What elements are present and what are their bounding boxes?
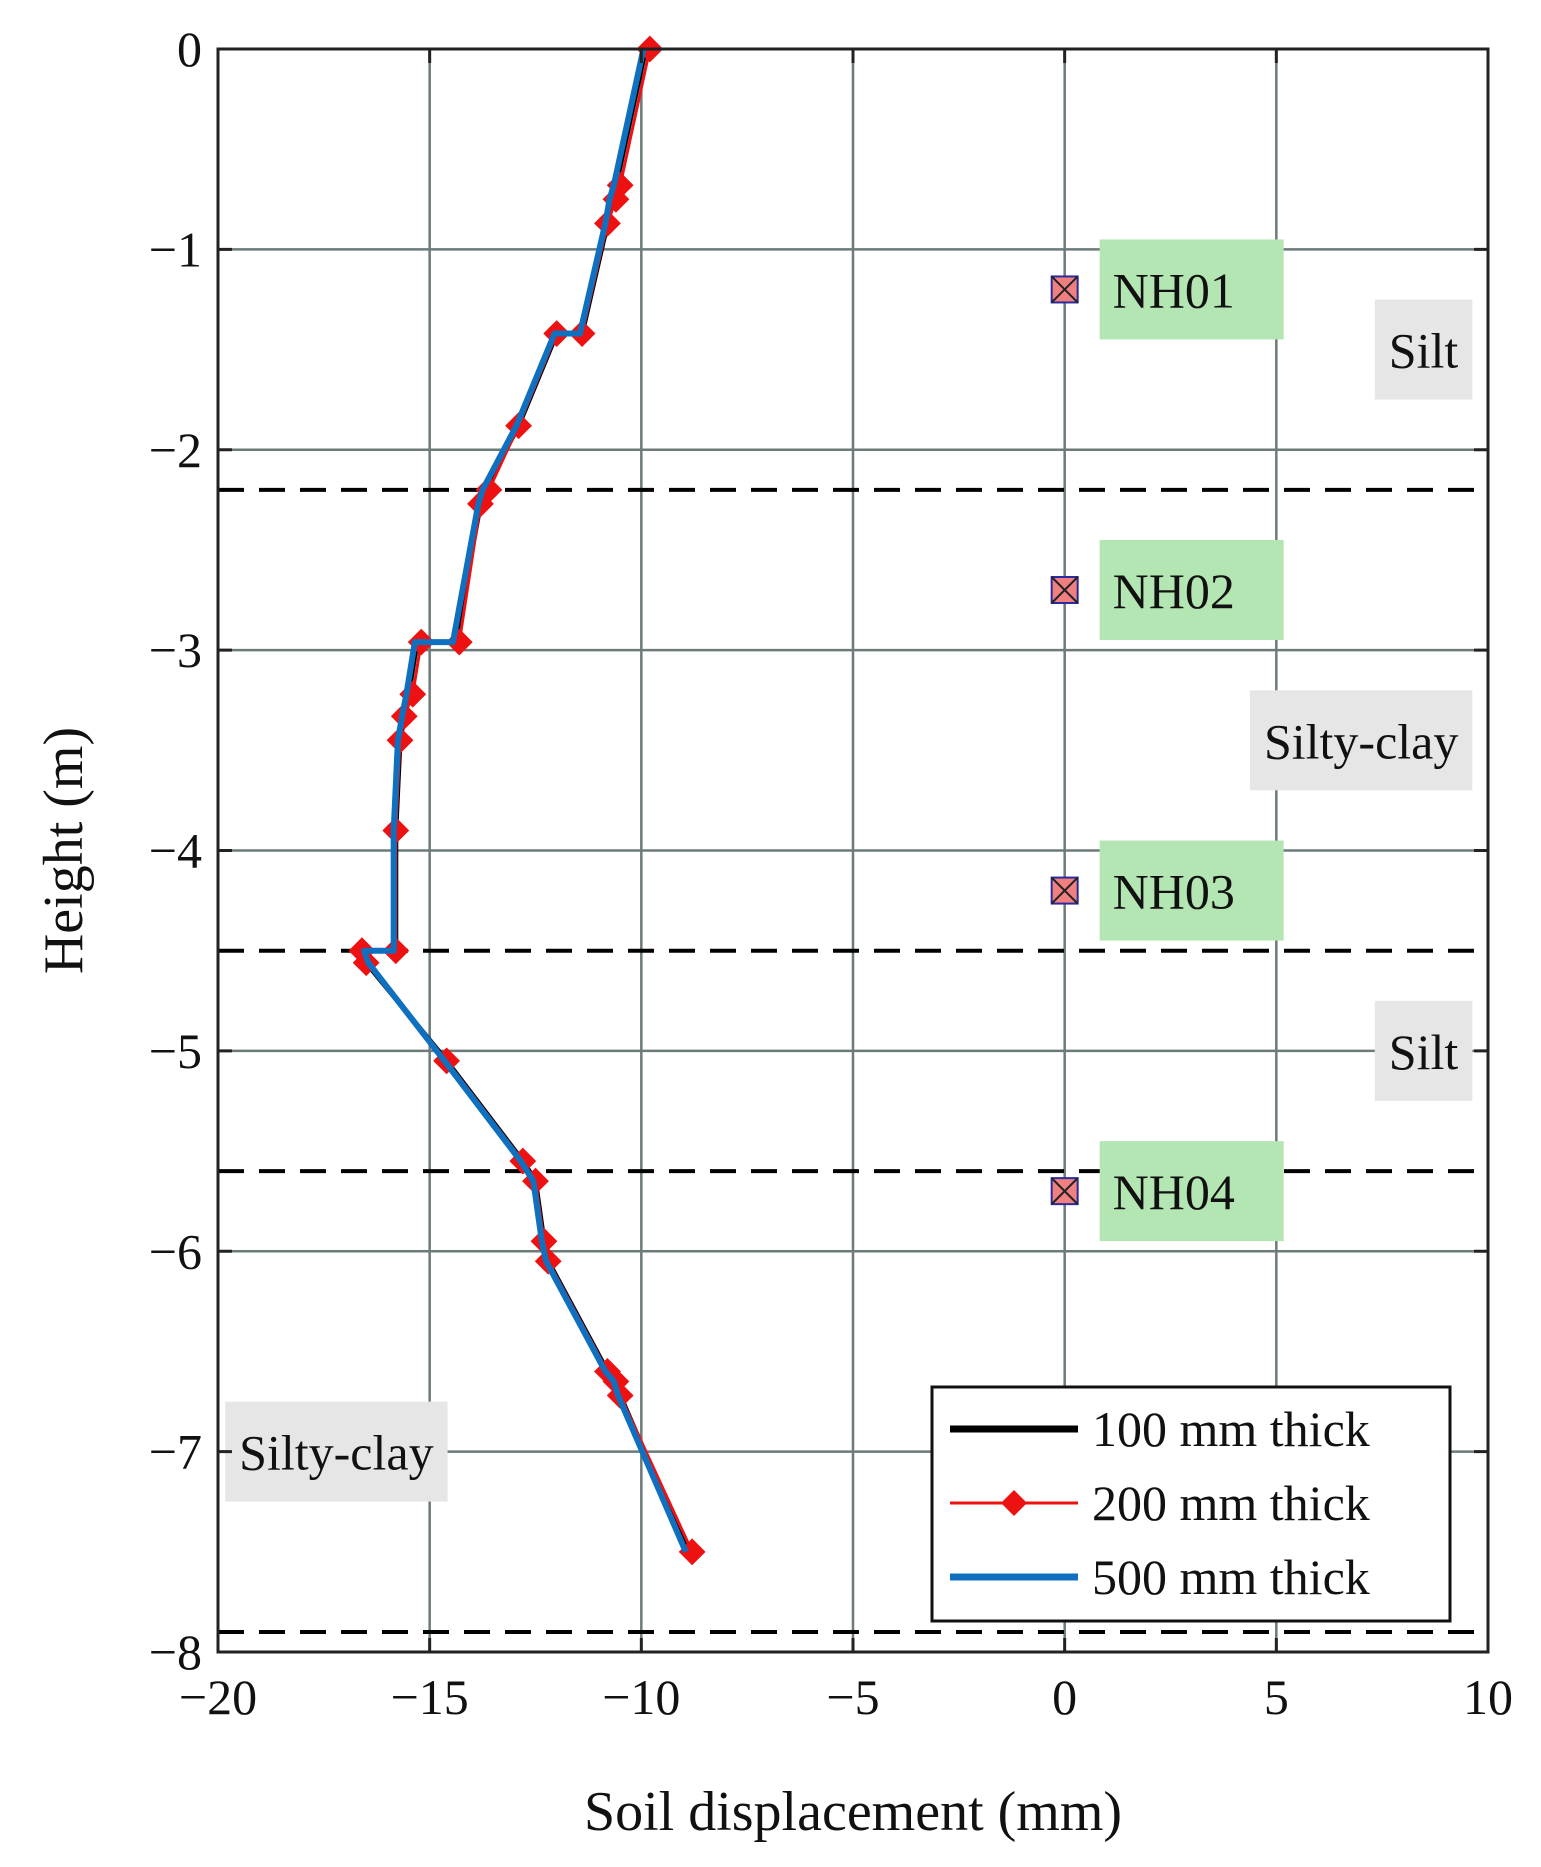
layer-label-box [1249, 690, 1473, 791]
layer-label: Silty-clay [239, 1425, 433, 1481]
sensor-label-box [1099, 239, 1284, 340]
layer-label-box [225, 1401, 448, 1502]
y-tick-label: −8 [149, 1624, 202, 1680]
sensor-label-box [1099, 540, 1284, 641]
y-tick-label: −7 [149, 1424, 202, 1480]
x-tick-label: −15 [391, 1669, 469, 1725]
layer-label-box [1374, 299, 1473, 400]
series-line-2 [360, 48, 694, 1553]
x-tick-label: −5 [826, 1669, 879, 1725]
layer-boundaries [218, 487, 1488, 1634]
layer-label: Silt [1389, 323, 1459, 379]
legend-label-2[interactable]: 200 mm thick [1092, 1475, 1370, 1531]
sensor-marker-cross [1050, 275, 1079, 304]
y-tick-label: −3 [149, 622, 202, 678]
layer-label-box [1374, 1000, 1473, 1101]
annotations: NH01 NH02 NH03 NH04 Silt Silty-clay Silt Silty-… [225, 239, 1473, 1502]
sensor-label: NH01 [1113, 262, 1235, 318]
legend-marker-diamond [1001, 1490, 1027, 1516]
sensor-marker-cross [1050, 1177, 1079, 1205]
x-tick-label: 10 [1463, 1669, 1513, 1725]
sensor-marker-cross [1050, 576, 1079, 604]
legend-label-1[interactable]: 100 mm thick [1092, 1401, 1370, 1457]
layer-label: Silty-clay [1264, 713, 1458, 769]
x-axis-title: Soil displacement (mm) [584, 1781, 1122, 1843]
x-tick-label: −20 [179, 1669, 257, 1725]
y-tick-label: −2 [149, 422, 202, 478]
sensor-marker-cross [1050, 876, 1079, 905]
sensor-label: NH03 [1113, 864, 1235, 920]
series-group [348, 35, 706, 1566]
y-tick-label: −1 [149, 221, 202, 277]
y-tick-label: −5 [149, 1023, 202, 1079]
x-tick-label: 5 [1264, 1669, 1289, 1725]
sensor-label-box [1099, 1141, 1284, 1242]
x-tick-label: −10 [602, 1669, 680, 1725]
legend-label-3[interactable]: 500 mm thick [1092, 1549, 1370, 1605]
layer-label: Silt [1389, 1024, 1459, 1080]
legend[interactable]: 100 mm thick 200 mm thick 500 mm thick [930, 1385, 1452, 1623]
series-line-3 [361, 48, 689, 1554]
y-tick-label: −6 [149, 1223, 202, 1279]
y-tick-label: 0 [177, 21, 202, 77]
y-axis-title: Height (m) [33, 727, 95, 974]
series-line-1 [359, 48, 691, 1553]
sensor-label: NH02 [1113, 563, 1235, 619]
x-tick-label: 0 [1052, 1669, 1077, 1725]
y-tick-label: −4 [149, 823, 202, 879]
sensor-label-box [1099, 840, 1284, 941]
sensor-label: NH04 [1113, 1164, 1235, 1220]
axis-ticks: −20 −15 −10 −5 0 5 10 0 −1 −2 −3 −4 −5 −6 −7 −8 [149, 21, 1513, 1725]
